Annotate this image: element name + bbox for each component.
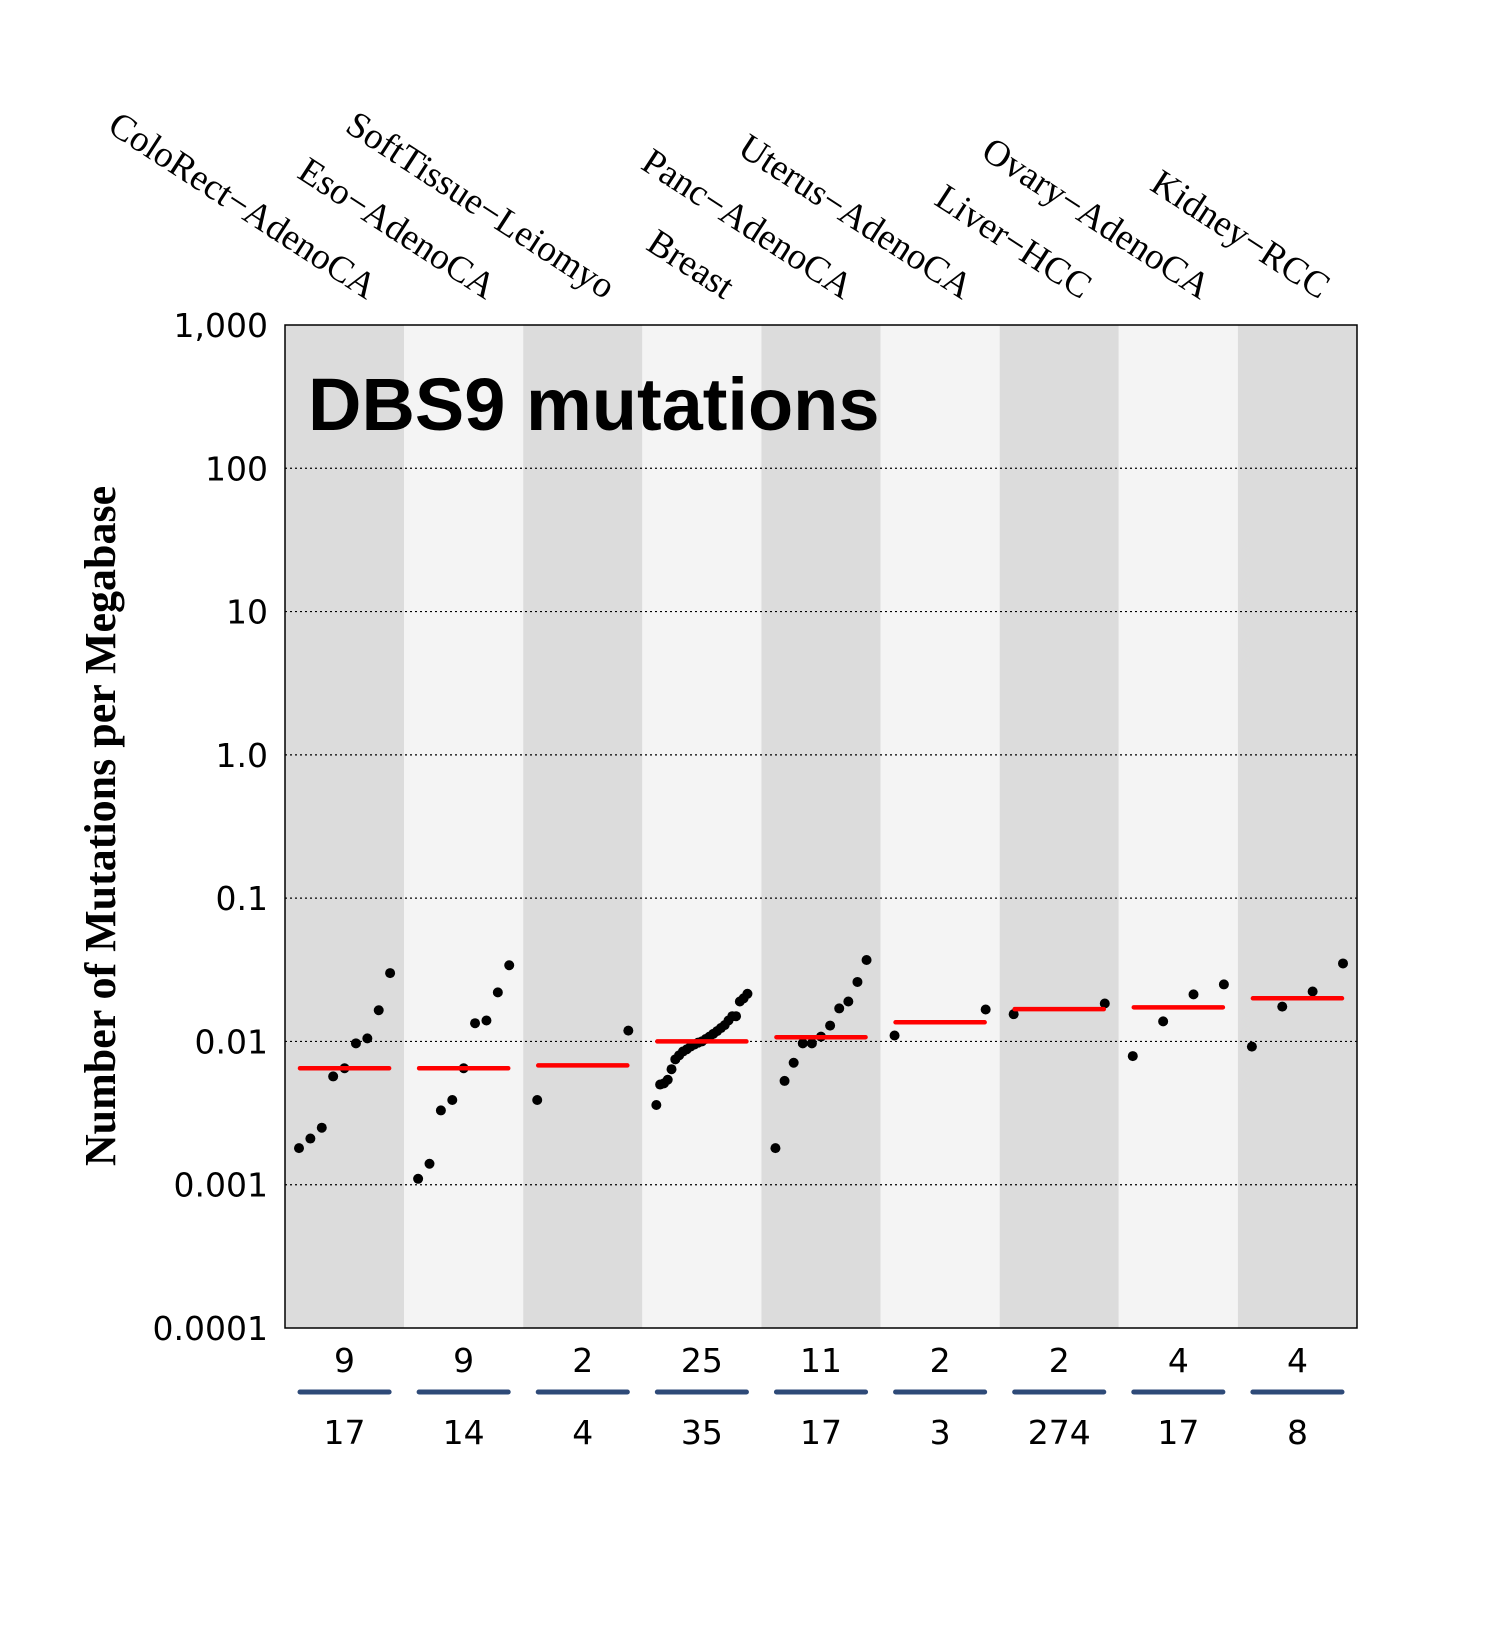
data-point — [852, 976, 863, 987]
count-total: 8 — [1287, 1413, 1308, 1452]
column-band — [880, 325, 1000, 1328]
count-with-signature: 2 — [1049, 1341, 1070, 1380]
count-total: 35 — [681, 1413, 723, 1452]
data-point — [1277, 1001, 1288, 1012]
data-point — [504, 960, 515, 971]
count-with-signature: 25 — [681, 1341, 723, 1380]
y-tick-label: 10 — [226, 593, 268, 632]
y-tick-label: 0.001 — [174, 1166, 268, 1205]
data-point — [1246, 1041, 1257, 1052]
column-band — [999, 325, 1119, 1328]
y-tick-labels: 0.0001 0.001 0.01 0.1 1.0 10 100 1,000 — [153, 306, 268, 1348]
data-point — [623, 1025, 634, 1036]
data-point — [806, 1038, 817, 1049]
y-tick-label: 0.1 — [216, 879, 268, 918]
data-point — [825, 1020, 836, 1031]
count-total: 3 — [930, 1413, 951, 1452]
data-point — [373, 1005, 384, 1016]
data-point — [385, 968, 396, 979]
data-point — [731, 1011, 742, 1022]
data-point — [662, 1074, 673, 1085]
data-point — [447, 1095, 458, 1106]
data-point — [362, 1033, 373, 1044]
data-point — [788, 1057, 799, 1068]
data-point — [843, 996, 854, 1007]
data-point — [889, 1030, 900, 1041]
data-point — [328, 1071, 339, 1082]
count-with-signature: 2 — [930, 1341, 951, 1380]
data-point — [861, 955, 872, 966]
data-point — [666, 1064, 677, 1075]
data-point — [305, 1133, 316, 1144]
column-band — [642, 325, 762, 1328]
y-tick-label: 1.0 — [216, 736, 268, 775]
data-point — [481, 1015, 492, 1026]
data-point — [435, 1105, 446, 1116]
data-point — [1338, 958, 1348, 969]
count-with-signature: 11 — [800, 1341, 842, 1380]
data-point — [1188, 989, 1199, 1000]
data-point — [834, 1003, 845, 1014]
count-with-signature: 4 — [1168, 1341, 1189, 1380]
x-category-labels: ColoRect−AdenoCAEso−AdenoCASoftTissue−Le… — [101, 104, 1337, 308]
count-total: 17 — [800, 1413, 842, 1452]
column-band — [1237, 325, 1357, 1328]
data-point — [797, 1038, 808, 1049]
count-total: 17 — [1157, 1413, 1199, 1452]
count-with-signature: 9 — [453, 1341, 474, 1380]
column-bands — [285, 325, 1357, 1328]
y-tick-label: 0.0001 — [153, 1309, 268, 1348]
data-point — [350, 1038, 361, 1049]
plot-frame — [284, 324, 1358, 1329]
count-total: 14 — [443, 1413, 485, 1452]
count-with-signature: 2 — [572, 1341, 593, 1380]
count-with-signature: 9 — [334, 1341, 355, 1380]
y-tick-label: 1,000 — [174, 306, 268, 345]
y-axis-label: Number of Mutations per Megabase — [76, 486, 125, 1166]
count-total: 17 — [324, 1413, 366, 1452]
y-tick-label: 0.01 — [195, 1022, 268, 1061]
column-band — [761, 325, 881, 1328]
data-point — [470, 1018, 481, 1029]
column-band — [1118, 325, 1238, 1328]
data-point — [294, 1143, 304, 1154]
data-point — [779, 1075, 790, 1086]
data-point — [1099, 998, 1110, 1009]
data-point — [316, 1122, 327, 1133]
data-point — [1307, 986, 1318, 997]
column-band — [285, 325, 405, 1328]
column-band — [404, 325, 524, 1328]
chart-title: DBS9 mutations — [308, 363, 880, 446]
data-point — [770, 1143, 781, 1154]
data-point — [424, 1158, 435, 1169]
data-marks — [294, 955, 1348, 1184]
data-point — [980, 1004, 991, 1015]
data-point — [532, 1095, 543, 1106]
data-point — [1218, 979, 1229, 990]
data-point — [413, 1173, 424, 1184]
column-band — [523, 325, 643, 1328]
count-total: 4 — [572, 1413, 593, 1452]
count-with-signature: 4 — [1287, 1341, 1308, 1380]
count-total: 274 — [1028, 1413, 1091, 1452]
data-point — [742, 988, 753, 999]
y-tick-label: 100 — [205, 449, 268, 488]
data-point — [1158, 1016, 1169, 1027]
data-point — [1008, 1009, 1019, 1020]
data-point — [492, 987, 503, 998]
data-point — [651, 1100, 662, 1111]
data-point — [1127, 1051, 1138, 1062]
